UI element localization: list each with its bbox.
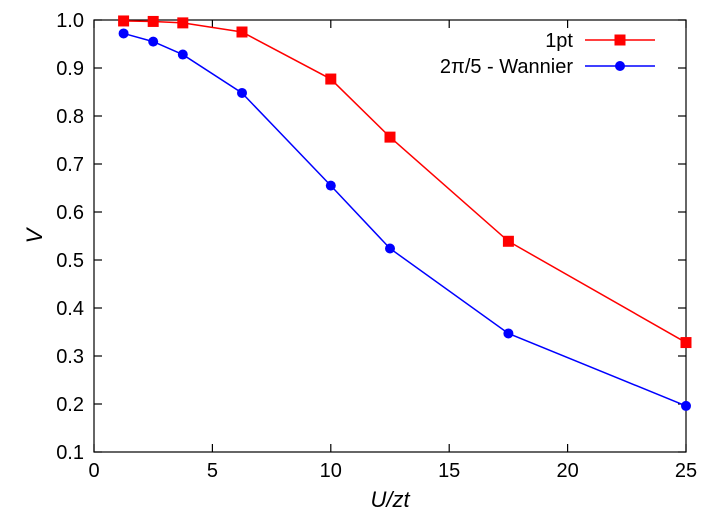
data-point <box>237 88 247 98</box>
data-point <box>503 328 513 338</box>
y-tick-label: 0.9 <box>56 58 84 80</box>
data-point <box>148 37 158 47</box>
legend: 1pt 2π/5 - Wannier <box>440 30 655 78</box>
legend-label: 1pt <box>545 30 573 52</box>
y-tick-label: 0.2 <box>56 394 84 416</box>
legend-entry: 1pt <box>545 30 655 52</box>
y-tick-label: 0.1 <box>56 442 84 464</box>
x-tick-label: 0 <box>88 460 99 482</box>
y-tick-label: 0.3 <box>56 346 84 368</box>
data-point <box>177 17 188 28</box>
legend-entry: 2π/5 - Wannier <box>440 56 655 78</box>
y-tick-label: 0.4 <box>56 298 84 320</box>
data-point <box>178 50 188 60</box>
legend-marker <box>615 35 626 46</box>
x-tick-label: 20 <box>556 460 578 482</box>
data-point <box>326 181 336 191</box>
x-tick-label: 25 <box>675 460 697 482</box>
series-2 <box>119 28 691 410</box>
y-axis-title: V <box>22 226 47 243</box>
x-tick-label: 5 <box>207 460 218 482</box>
y-tick-label: 1.0 <box>56 10 84 32</box>
data-point <box>385 243 395 253</box>
y-tick-label: 0.7 <box>56 154 84 176</box>
data-point <box>148 16 159 27</box>
series-line <box>124 21 686 343</box>
x-axis-title: U/zt <box>370 487 410 512</box>
tick-labels: 0 5 10 15 20 25 0.1 0.2 0.3 0.4 0.5 0.6 0.7 0.8 0.9 1.0 <box>56 10 697 482</box>
y-tick-label: 0.5 <box>56 250 84 272</box>
plot-frame <box>94 20 686 452</box>
axis-ticks <box>94 20 686 452</box>
x-tick-label: 15 <box>438 460 460 482</box>
data-point <box>503 236 514 247</box>
series-line <box>124 33 686 405</box>
series-layer <box>118 15 691 410</box>
data-point <box>325 74 336 85</box>
legend-marker <box>615 61 625 71</box>
data-point <box>385 132 396 143</box>
data-point <box>681 401 691 411</box>
data-point <box>118 15 129 26</box>
data-point <box>237 27 248 38</box>
y-tick-label: 0.8 <box>56 106 84 128</box>
plot-area-border <box>94 20 686 452</box>
data-point <box>681 337 692 348</box>
x-tick-label: 10 <box>320 460 342 482</box>
legend-label: 2π/5 - Wannier <box>440 56 573 78</box>
data-point <box>119 28 129 38</box>
y-tick-label: 0.6 <box>56 202 84 224</box>
